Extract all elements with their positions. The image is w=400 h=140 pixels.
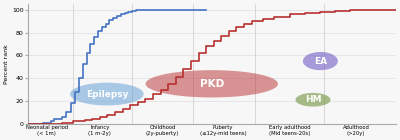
Polygon shape	[303, 52, 338, 70]
Polygon shape	[146, 70, 278, 97]
Text: PKD: PKD	[200, 79, 224, 89]
Polygon shape	[296, 93, 330, 107]
Text: Epilepsy: Epilepsy	[86, 90, 128, 99]
Text: EA: EA	[314, 57, 327, 66]
Text: HM: HM	[305, 95, 321, 104]
Y-axis label: Percent rank: Percent rank	[4, 44, 9, 84]
Polygon shape	[70, 83, 144, 105]
